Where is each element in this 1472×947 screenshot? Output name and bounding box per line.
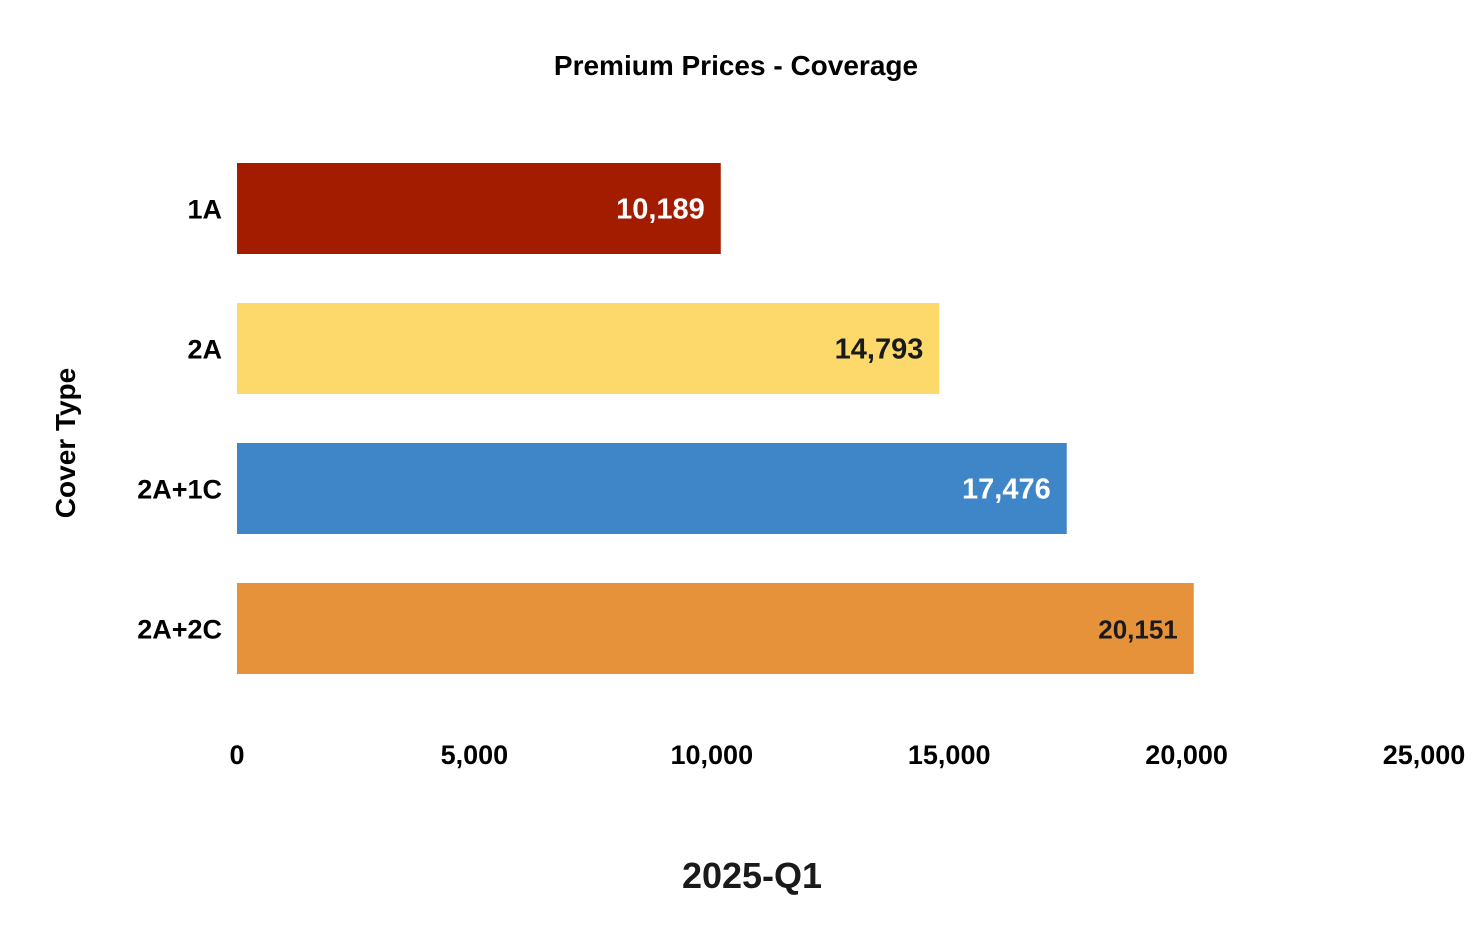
value-label-2a-1c: 17,476 <box>962 474 1051 506</box>
x-tick-label: 20,000 <box>1145 740 1228 770</box>
bar-2a <box>237 303 940 394</box>
chart-title: Premium Prices - Coverage <box>554 50 918 81</box>
value-labels-layer: 10,189 14,793 17,476 20,151 <box>616 194 1178 645</box>
x-tick-label: 25,000 <box>1383 740 1466 770</box>
value-label-2a-2c: 20,151 <box>1098 615 1178 645</box>
bar-2a-1c <box>237 443 1067 534</box>
category-label-2a-1c: 2A+1C <box>137 475 222 505</box>
x-tick-label: 0 <box>229 740 244 770</box>
category-label-2a: 2A <box>187 335 222 365</box>
x-tick-label: 10,000 <box>671 740 754 770</box>
x-tick-label: 5,000 <box>441 740 509 770</box>
bar-2a-2c <box>237 583 1194 674</box>
value-label-2a: 14,793 <box>835 334 924 366</box>
x-ticks-layer: 0 5,000 10,000 15,000 20,000 25,000 <box>229 740 1465 770</box>
value-label-1a: 10,189 <box>616 194 705 226</box>
x-axis-title: 2025-Q1 <box>682 855 822 896</box>
bar-1a <box>237 163 721 254</box>
y-axis-title: Cover Type <box>50 368 81 518</box>
category-label-1a: 1A <box>187 195 222 225</box>
bars-layer <box>237 163 1194 674</box>
x-tick-label: 15,000 <box>908 740 991 770</box>
category-label-2a-2c: 2A+2C <box>137 615 222 645</box>
category-labels-layer: 1A 2A 2A+1C 2A+2C <box>137 195 222 645</box>
